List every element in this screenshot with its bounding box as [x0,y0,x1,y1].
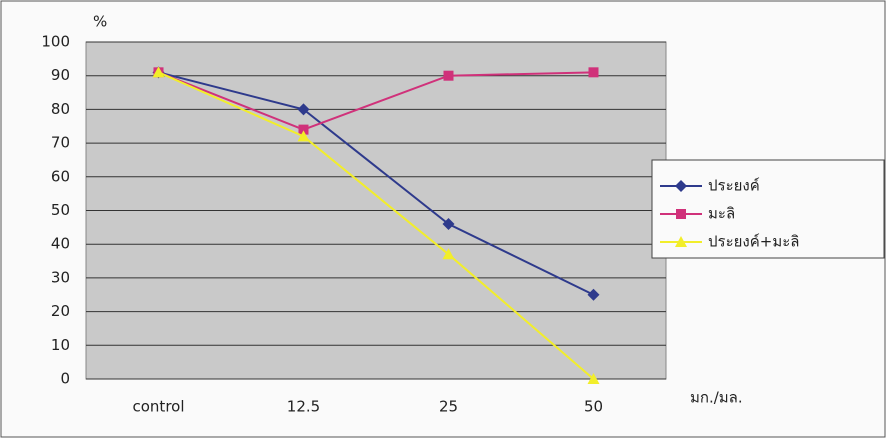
y-tick-label: 100 [41,33,70,51]
legend-label: ประยงค์ [708,177,760,195]
x-tick-label: 50 [584,398,603,416]
y-tick-label: 30 [51,268,70,286]
series-line [158,71,595,380]
y-tick-label: 20 [51,302,70,320]
y-tick-label: 0 [60,370,70,388]
point [442,248,455,260]
series-line [158,71,594,131]
point [587,288,600,301]
point [442,217,455,230]
x-tick-label: 12.5 [287,398,320,416]
series-line [158,71,594,296]
y-tick-label: 90 [51,66,70,84]
point [588,67,599,78]
y-tick-label: 60 [51,167,70,185]
legend-marker [675,180,687,192]
y-tick-label: 70 [51,134,70,152]
x-axis-label: มก./มล. [690,389,743,407]
y-tick-label: 40 [51,235,70,253]
y-tick-label: 10 [51,336,70,354]
point [443,70,454,81]
point [298,124,309,135]
y-tick-label: 50 [51,201,70,219]
x-tick-label: control [133,398,185,416]
point [297,130,310,142]
point [297,103,310,116]
legend-marker [675,236,687,247]
legend-label: มะลิ [708,205,735,223]
y-tick-label: 80 [51,100,70,118]
point [587,373,600,384]
point [152,66,165,78]
legend-label: ประยงค์+มะลิ [708,233,800,251]
x-tick-label: 25 [439,398,458,416]
y-axis-label: % [93,13,107,31]
legend-marker [676,209,686,219]
